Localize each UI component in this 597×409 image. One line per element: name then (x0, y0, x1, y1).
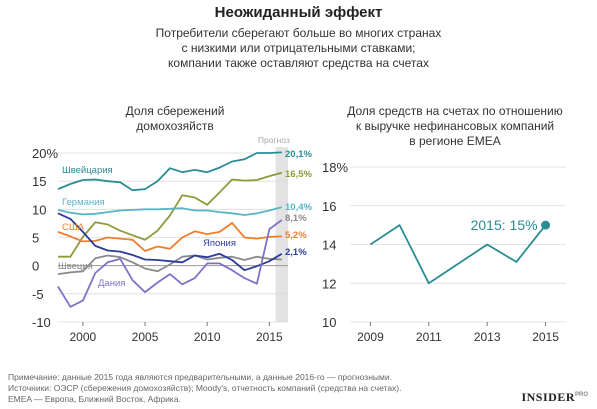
left-chart-title-line: домохозяйств (136, 119, 214, 133)
series-line (58, 171, 283, 258)
series-name-label: Швейцария (62, 165, 113, 176)
series-end-label: 5,2% (285, 230, 307, 241)
insider-pro-logo: INSIDERPRO (521, 390, 588, 404)
series-line (57, 206, 283, 216)
series-line (57, 221, 282, 252)
left-chart-title-line: Доля сбережений (125, 104, 225, 118)
series-line (369, 224, 547, 285)
y-tick-label: 10 (32, 202, 46, 217)
series-name-label: Япония (203, 238, 236, 249)
y-tick-label: 10 (322, 315, 336, 330)
series-name-label: США (62, 222, 85, 233)
y-tick-label: 5 (32, 231, 39, 246)
y-tick-label: 0 (32, 259, 39, 274)
x-tick-label: 2011 (416, 330, 442, 344)
series-line (57, 212, 283, 272)
right-chart-title-line: в регионе EMEA (409, 134, 501, 148)
subtitle-line: Потребители сберегают больше во многих с… (155, 26, 442, 40)
x-tick-label: 2015 (256, 330, 283, 344)
x-tick-label: 2015 (532, 330, 559, 344)
series-line (57, 151, 282, 192)
x-tick-label: 2010 (194, 330, 221, 344)
series-end-label: 20,1% (285, 149, 312, 160)
left-chart-title: Доля сбережений домохозяйств (80, 104, 270, 134)
series-end-label: 16,5% (285, 169, 312, 180)
series-end-label: 2,1% (285, 247, 307, 258)
series-name-label: Дания (98, 278, 125, 289)
x-tick-label: 2013 (474, 330, 501, 344)
forecast-band (275, 147, 288, 322)
forecast-label: Прогноз (258, 135, 290, 145)
series-line (57, 219, 283, 308)
series-name-label: Германия (62, 197, 105, 208)
footnote-line: Источники: ОЭСР (сбережения домохозяйств… (8, 383, 402, 393)
y-tick-label: 12 (322, 276, 336, 291)
series-end-label: 10,4% (285, 202, 312, 213)
y-tick-label: 15 (32, 174, 46, 189)
main-title: Неожиданный эффект (214, 4, 383, 21)
footnote-line: Примечание: данные 2015 года являются пр… (8, 372, 392, 382)
series-name-label: Швеция (58, 261, 93, 272)
right-chart-title-line: Доля средств на счетах по отношению (347, 104, 563, 118)
footnote-line: EMEA — Европа, Ближний Восток, Африка. (8, 394, 181, 404)
data-point-2015 (541, 220, 551, 230)
y-tick-label: 20% (32, 146, 58, 161)
y-tick-label: -10 (32, 315, 51, 330)
y-tick-label: 14 (322, 238, 336, 253)
x-tick-label: 2005 (132, 330, 159, 344)
right-chart-title: Доля средств на счетах по отношению к вы… (320, 104, 590, 149)
x-tick-label: 2000 (70, 330, 97, 344)
subtitle-line: с низкими или отрицательными ставками; (181, 41, 416, 55)
series-end-label: 8,1% (285, 213, 307, 224)
subtitle-line: компании также оставляют средства на сче… (168, 56, 429, 70)
y-tick-label: 16 (322, 199, 336, 214)
series-line (57, 254, 282, 275)
annotation-label: 2015: 15% (471, 217, 538, 233)
subtitle: Потребители сберегают больше во многих с… (0, 26, 597, 71)
y-tick-label: -5 (32, 287, 44, 302)
y-tick-label: 18% (322, 160, 348, 175)
right-chart-title-line: к выручке нефинансовых компаний (355, 119, 555, 133)
x-tick-label: 2009 (357, 330, 384, 344)
footnote: Примечание: данные 2015 года являются пр… (8, 372, 402, 405)
